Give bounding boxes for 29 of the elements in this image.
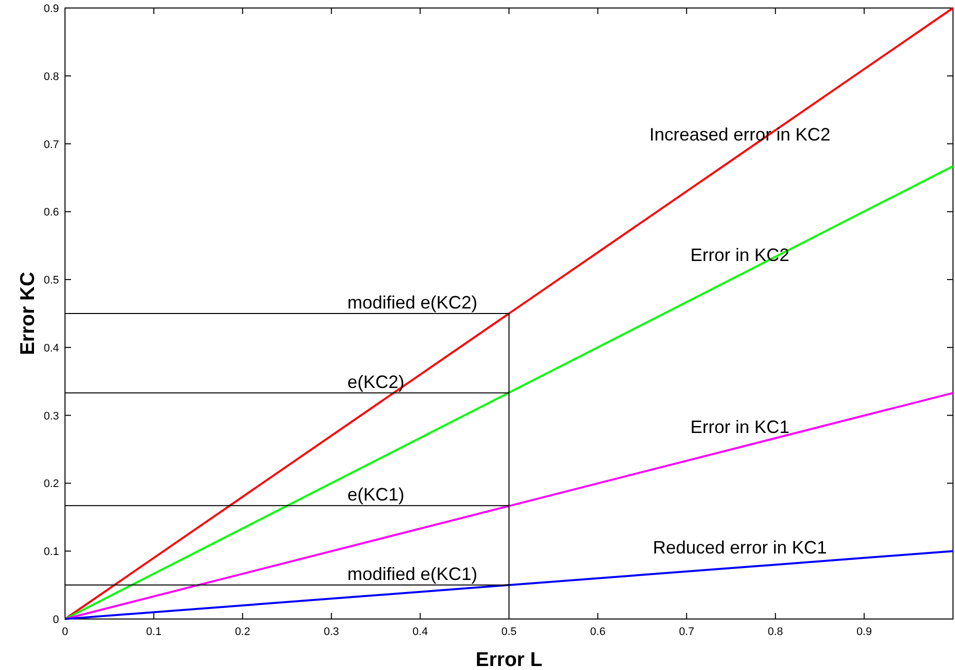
- annotation: modified e(KC1): [347, 564, 478, 584]
- y-tick-label: 0.4: [44, 342, 59, 354]
- series-label: Reduced error in KC1: [652, 537, 827, 558]
- y-tick-label: 0.6: [44, 206, 59, 219]
- x-tick-label: 0.8: [768, 626, 784, 638]
- annotation: e(KC2): [347, 372, 404, 392]
- x-tick-label: 0.1: [146, 626, 162, 638]
- y-tick-label: 0.8: [44, 70, 59, 83]
- annotation: modified e(KC2): [347, 292, 478, 312]
- y-axis-title: Error KC: [17, 272, 39, 356]
- y-tick-label: 0.5: [44, 274, 59, 287]
- x-tick-label: 0.5: [501, 626, 517, 638]
- series-label: Error in KC1: [690, 417, 790, 438]
- x-tick-label: 0: [62, 626, 68, 638]
- y-tick-label: 0.2: [44, 478, 59, 490]
- x-tick-label: 0.7: [678, 626, 694, 638]
- x-tick-label: 0.3: [324, 626, 340, 638]
- y-tick-label: 0: [52, 614, 59, 626]
- x-tick-label: 0.6: [590, 626, 606, 638]
- y-tick-label: 0.3: [44, 410, 59, 422]
- x-tick-label: 0.9: [856, 626, 872, 638]
- x-tick-label: 0.2: [234, 626, 250, 638]
- x-axis-title: Error L: [476, 649, 542, 670]
- annotation: e(KC1): [347, 484, 404, 505]
- series-label: Increased error in KC2: [649, 124, 830, 145]
- y-tick-label: 0.9: [44, 3, 59, 15]
- y-tick-label: 0.1: [44, 546, 59, 558]
- y-tick-label: 0.7: [44, 138, 59, 151]
- x-tick-label: 0.4: [412, 626, 428, 638]
